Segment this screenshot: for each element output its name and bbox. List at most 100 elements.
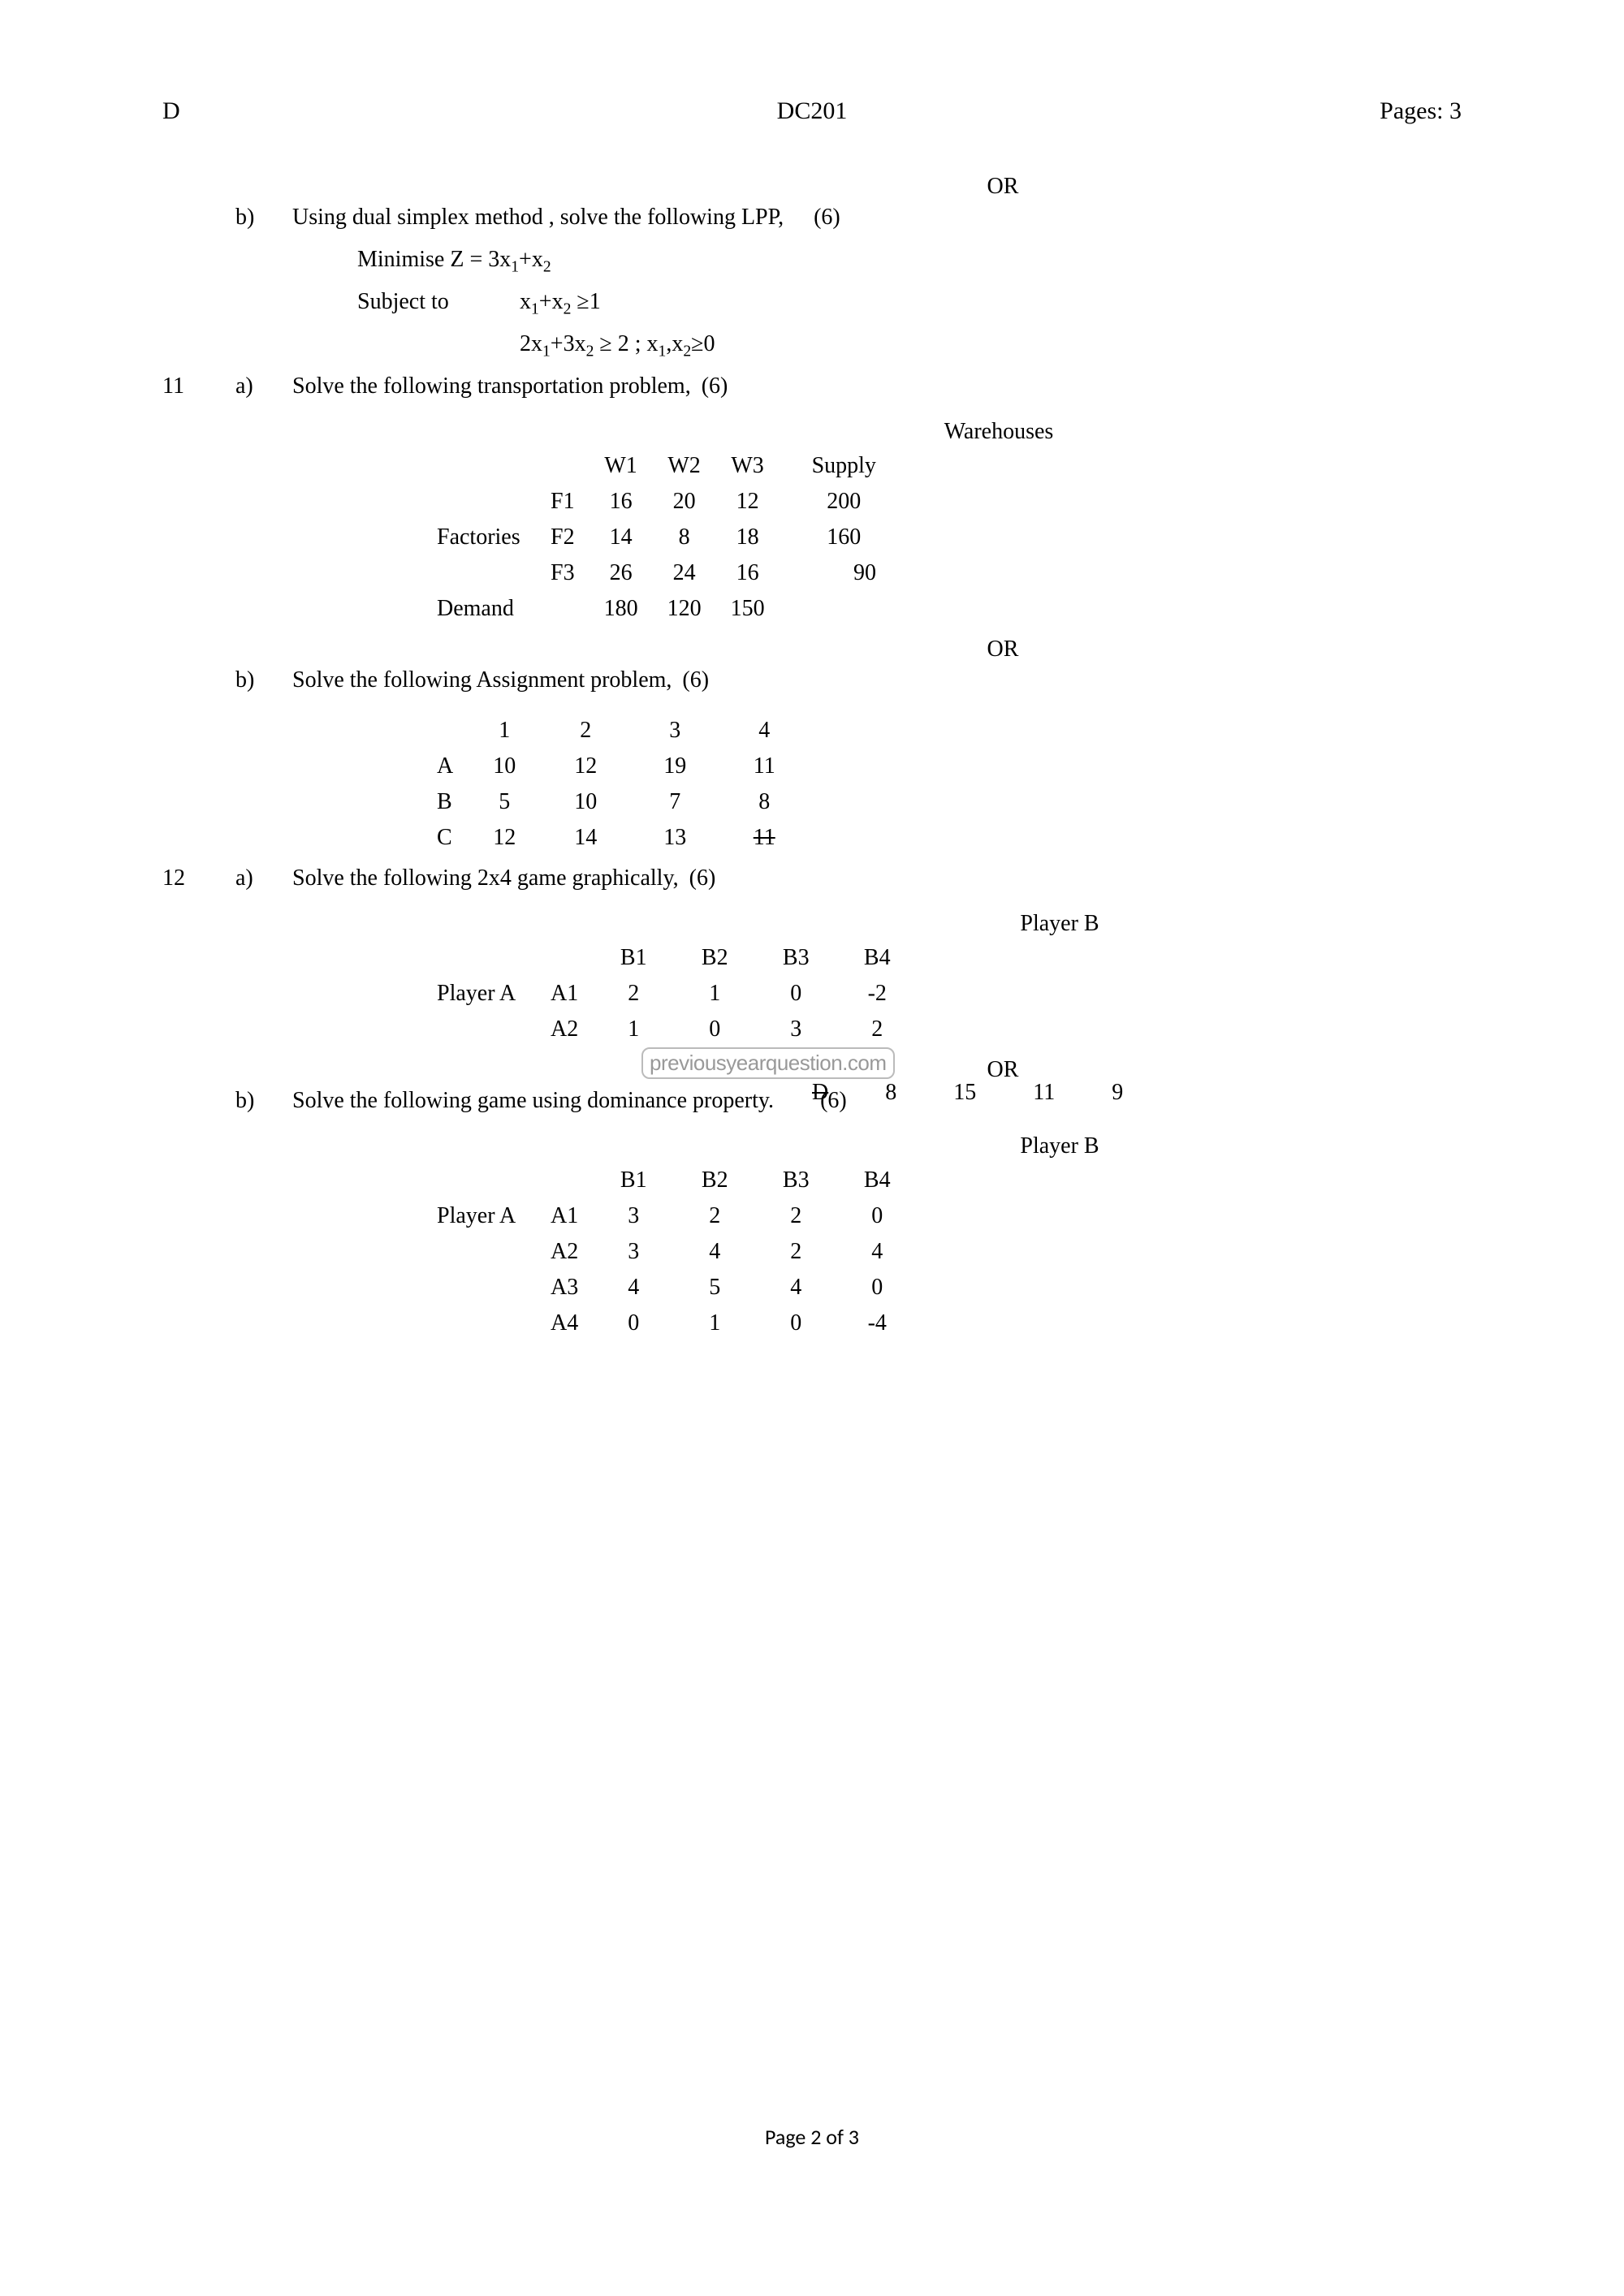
q11a-text: Solve the following transportation probl…: [292, 373, 691, 399]
table-row: A2 3 4 2 4: [422, 1234, 918, 1270]
cell: 10: [468, 749, 541, 784]
cell: 9: [1112, 1080, 1123, 1106]
cell: 12: [468, 820, 541, 856]
row-a: A: [422, 749, 468, 784]
min-pre: Minimise Z = 3x: [357, 247, 511, 272]
or-divider: OR: [162, 174, 1462, 200]
row-a2: A2: [536, 1012, 593, 1047]
th-b1: B1: [593, 1163, 674, 1198]
game-table-12a: B1 B2 B3 B4 Player A A1 2 1 0 -2: [422, 940, 918, 1047]
c1-mid: +x: [539, 289, 564, 314]
cell: 13: [630, 820, 719, 856]
q11-num: 11: [162, 373, 235, 399]
cell: 26: [590, 555, 653, 591]
cell: 0: [755, 1306, 836, 1341]
q12a-part: a): [235, 865, 292, 891]
cell: 24: [653, 555, 716, 591]
q12a-text: Solve the following 2x4 game graphically…: [292, 865, 679, 891]
cell: 0: [755, 976, 836, 1012]
cell: 1: [593, 1012, 674, 1047]
th-w1: W1: [590, 448, 653, 484]
q11a-line: 11 a) Solve the following transportation…: [162, 373, 1462, 409]
cell: 0: [593, 1306, 674, 1341]
cell: 11: [719, 749, 809, 784]
c2-post: ≥ 2 ; x: [594, 331, 658, 356]
table-row: A 10 12 19 11: [422, 749, 809, 784]
q10b-part: b): [235, 205, 292, 231]
q12b-text: Solve the following game using dominance…: [292, 1088, 774, 1113]
q11a-marks: (6): [702, 373, 728, 399]
cell: 2: [674, 1198, 755, 1234]
cell: 0: [674, 1012, 755, 1047]
cell: 20: [653, 484, 716, 520]
th-3: 3: [630, 713, 719, 749]
c1-pre: x: [520, 289, 531, 314]
row-a1: A1: [536, 1198, 593, 1234]
th-w2: W2: [653, 448, 716, 484]
c2-geq: ≥0: [691, 331, 715, 356]
cell: 16: [716, 555, 780, 591]
cell: 0: [836, 1270, 918, 1306]
cell: 2: [593, 976, 674, 1012]
row-d-label: D: [812, 1080, 828, 1106]
table-row: Player A A1 2 1 0 -2: [422, 976, 918, 1012]
cell: 3: [593, 1198, 674, 1234]
cell: 4: [593, 1270, 674, 1306]
page-container: D DC201 Pages: 3 OR b) Using dual simple…: [0, 0, 1624, 1344]
subject-to-label: Subject to: [357, 289, 520, 319]
or-divider: OR: [162, 637, 1462, 662]
table-row: Player A A1 3 2 2 0: [422, 1198, 918, 1234]
cell: 200: [780, 484, 891, 520]
cell: 4: [755, 1270, 836, 1306]
q11b-line: b) Solve the following Assignment proble…: [162, 667, 1462, 703]
row-a3: A3: [536, 1270, 593, 1306]
cell: 5: [468, 784, 541, 820]
row-c: C: [422, 820, 468, 856]
table-row: A4 0 1 0 -4: [422, 1306, 918, 1341]
row-d-extra: D 8 15 11 9: [812, 1080, 1123, 1106]
warehouses-label: Warehouses: [536, 419, 1462, 445]
th-2: 2: [541, 713, 630, 749]
th-4: 4: [719, 713, 809, 749]
c2-end: ,x: [666, 331, 683, 356]
q11a-table-wrap: Warehouses W1 W2 W3 Supply F1 16 20: [162, 416, 1462, 630]
row-f1-label: F1: [536, 484, 590, 520]
playerB-label: Player B: [658, 1133, 1462, 1159]
q10b-line: b) Using dual simplex method , solve the…: [162, 205, 1462, 240]
cell: 2: [836, 1012, 918, 1047]
cell: 12: [716, 484, 780, 520]
q11b-table-wrap: 1 2 3 4 A 10 12 19 11 B 5: [162, 710, 1462, 859]
th-b2: B2: [674, 940, 755, 976]
th-b4: B4: [836, 1163, 918, 1198]
cell: 3: [593, 1234, 674, 1270]
q11b-part: b): [235, 667, 292, 693]
cell: 160: [780, 520, 891, 555]
cell: 8: [719, 784, 809, 820]
table-row: F1 16 20 12 200: [422, 484, 891, 520]
q11a-part: a): [235, 373, 292, 399]
factories-label: Factories: [422, 520, 536, 555]
cell: 8: [885, 1080, 896, 1106]
cell: 7: [630, 784, 719, 820]
table-row: Factories F2 14 8 18 160: [422, 520, 891, 555]
page-header: D DC201 Pages: 3: [162, 97, 1462, 125]
table-row: F3 26 24 16 90: [422, 555, 891, 591]
header-right: Pages: 3: [1137, 97, 1462, 125]
cell: 14: [590, 520, 653, 555]
cell: 150: [716, 591, 780, 627]
th-w3: W3: [716, 448, 780, 484]
table-row: Demand 180 120 150: [422, 591, 891, 627]
table-row: B 5 10 7 8: [422, 784, 809, 820]
th-1: 1: [468, 713, 541, 749]
q11b-text: Solve the following Assignment problem,: [292, 667, 672, 693]
q12b-table-wrap: Player B B1 B2 B3 B4 Player A A1 3 2: [162, 1130, 1462, 1344]
playerA-label: Player A: [422, 1198, 536, 1234]
cell: 19: [630, 749, 719, 784]
q10b-minimise: Minimise Z = 3x1+x2: [162, 247, 1462, 283]
th-b2: B2: [674, 1163, 755, 1198]
cell: 4: [836, 1234, 918, 1270]
cell: 18: [716, 520, 780, 555]
cell: -4: [836, 1306, 918, 1341]
page-footer: Page 2 of 3: [0, 2124, 1624, 2150]
cell: 3: [755, 1012, 836, 1047]
